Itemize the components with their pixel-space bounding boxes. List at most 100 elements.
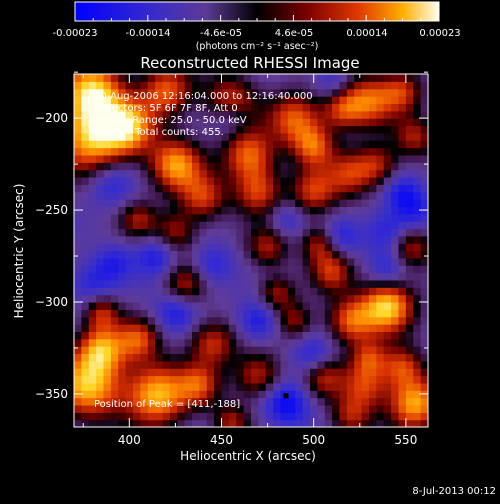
heatmap-cell xyxy=(133,206,141,215)
heatmap-cell xyxy=(251,154,259,163)
heatmap-cell xyxy=(295,184,304,193)
heatmap-cell xyxy=(251,360,259,369)
heatmap-cell xyxy=(413,265,422,274)
heatmap-cell xyxy=(398,96,407,105)
heatmap-cell xyxy=(236,243,245,252)
heatmap-cell xyxy=(103,140,112,149)
heatmap-cell xyxy=(280,132,289,141)
heatmap-cell xyxy=(339,176,348,185)
heatmap-cell xyxy=(405,294,414,303)
heatmap-cell xyxy=(206,125,215,134)
heatmap-cell xyxy=(74,265,82,274)
heatmap-cell xyxy=(265,132,274,141)
heatmap-cell xyxy=(110,294,119,303)
heatmap-cell xyxy=(265,118,274,127)
heatmap-cell xyxy=(398,81,407,90)
heatmap-cell xyxy=(361,287,370,296)
heatmap-cell xyxy=(265,272,274,281)
heatmap-cell xyxy=(405,353,414,362)
heatmap-cell xyxy=(332,353,341,362)
heatmap-cell xyxy=(420,279,428,288)
heatmap-cell xyxy=(361,81,370,90)
heatmap-cell xyxy=(236,81,245,90)
heatmap-cell xyxy=(273,301,282,310)
heatmap-cell xyxy=(206,169,215,178)
heatmap-cell xyxy=(295,279,304,288)
heatmap-cell xyxy=(376,324,385,332)
heatmap-cell xyxy=(140,265,149,274)
heatmap-cell xyxy=(177,368,186,377)
heatmap-cell xyxy=(206,265,215,274)
heatmap-cell xyxy=(236,390,245,399)
heatmap-cell xyxy=(206,88,215,97)
heatmap-cell xyxy=(398,382,407,391)
heatmap-cell xyxy=(118,74,127,82)
heatmap-cell xyxy=(354,110,363,119)
heatmap-cell xyxy=(214,191,223,200)
heatmap-cell xyxy=(118,206,127,215)
heatmap-cell xyxy=(140,360,149,369)
heatmap-cell xyxy=(236,169,245,178)
heatmap-cell xyxy=(243,176,252,185)
heatmap-cell xyxy=(88,235,97,244)
heatmap-cell xyxy=(332,375,341,384)
heatmap-cell xyxy=(206,74,215,82)
heatmap-cell xyxy=(214,213,223,222)
heatmap-cell xyxy=(162,132,171,141)
heatmap-cell xyxy=(383,324,392,332)
heatmap-cell xyxy=(258,382,267,391)
heatmap-cell xyxy=(221,360,230,369)
heatmap-cell xyxy=(133,228,141,237)
heatmap-cell xyxy=(317,287,326,296)
heatmap-cell xyxy=(96,147,105,156)
heatmap-cell xyxy=(103,272,112,281)
heatmap-cell xyxy=(177,272,186,281)
heatmap-cell xyxy=(413,287,422,296)
heatmap-cell xyxy=(413,382,422,391)
heatmap-cell xyxy=(354,81,363,90)
heatmap-cell xyxy=(221,221,230,230)
heatmap-cell xyxy=(221,353,230,362)
heatmap-cell xyxy=(369,176,377,185)
heatmap-cell xyxy=(339,169,348,178)
heatmap-cell xyxy=(339,265,348,274)
heatmap-cell xyxy=(214,375,223,384)
heatmap-cell xyxy=(243,353,252,362)
heatmap-cell xyxy=(369,110,377,119)
heatmap-cell xyxy=(324,375,333,384)
heatmap-cell xyxy=(346,118,355,127)
heatmap-cell xyxy=(214,353,223,362)
heatmap-cell xyxy=(258,96,267,105)
heatmap-cell xyxy=(228,110,237,119)
heatmap-cell xyxy=(420,199,428,207)
heatmap-cell xyxy=(228,88,237,97)
heatmap-cell xyxy=(88,390,97,399)
heatmap-cell xyxy=(199,228,208,237)
colorbar-tick-label: -0.00014 xyxy=(126,28,171,39)
heatmap-cell xyxy=(118,250,127,259)
heatmap-cell xyxy=(251,382,259,391)
heatmap-cell xyxy=(391,324,400,332)
heatmap-cell xyxy=(243,412,252,421)
heatmap-cell xyxy=(169,125,178,134)
heatmap-cell xyxy=(133,96,141,105)
heatmap-cell xyxy=(243,390,252,399)
heatmap-cell xyxy=(258,132,267,141)
heatmap-cell xyxy=(103,250,112,259)
heatmap-cell xyxy=(324,316,333,325)
heatmap-cell xyxy=(221,324,230,332)
heatmap-cell xyxy=(96,257,105,266)
heatmap-cell xyxy=(413,301,422,310)
heatmap-cell xyxy=(258,390,267,399)
heatmap-cell xyxy=(258,257,267,266)
heatmap-cell xyxy=(96,279,105,288)
heatmap-cell xyxy=(287,125,296,134)
heatmap-cell xyxy=(354,154,363,163)
heatmap-cell xyxy=(228,103,237,112)
heatmap-cell xyxy=(295,250,304,259)
heatmap-cell xyxy=(302,110,311,119)
heatmap-cell xyxy=(81,199,90,207)
heatmap-cell xyxy=(258,162,267,171)
heatmap-cell xyxy=(258,140,267,149)
heatmap-cell xyxy=(243,382,252,391)
